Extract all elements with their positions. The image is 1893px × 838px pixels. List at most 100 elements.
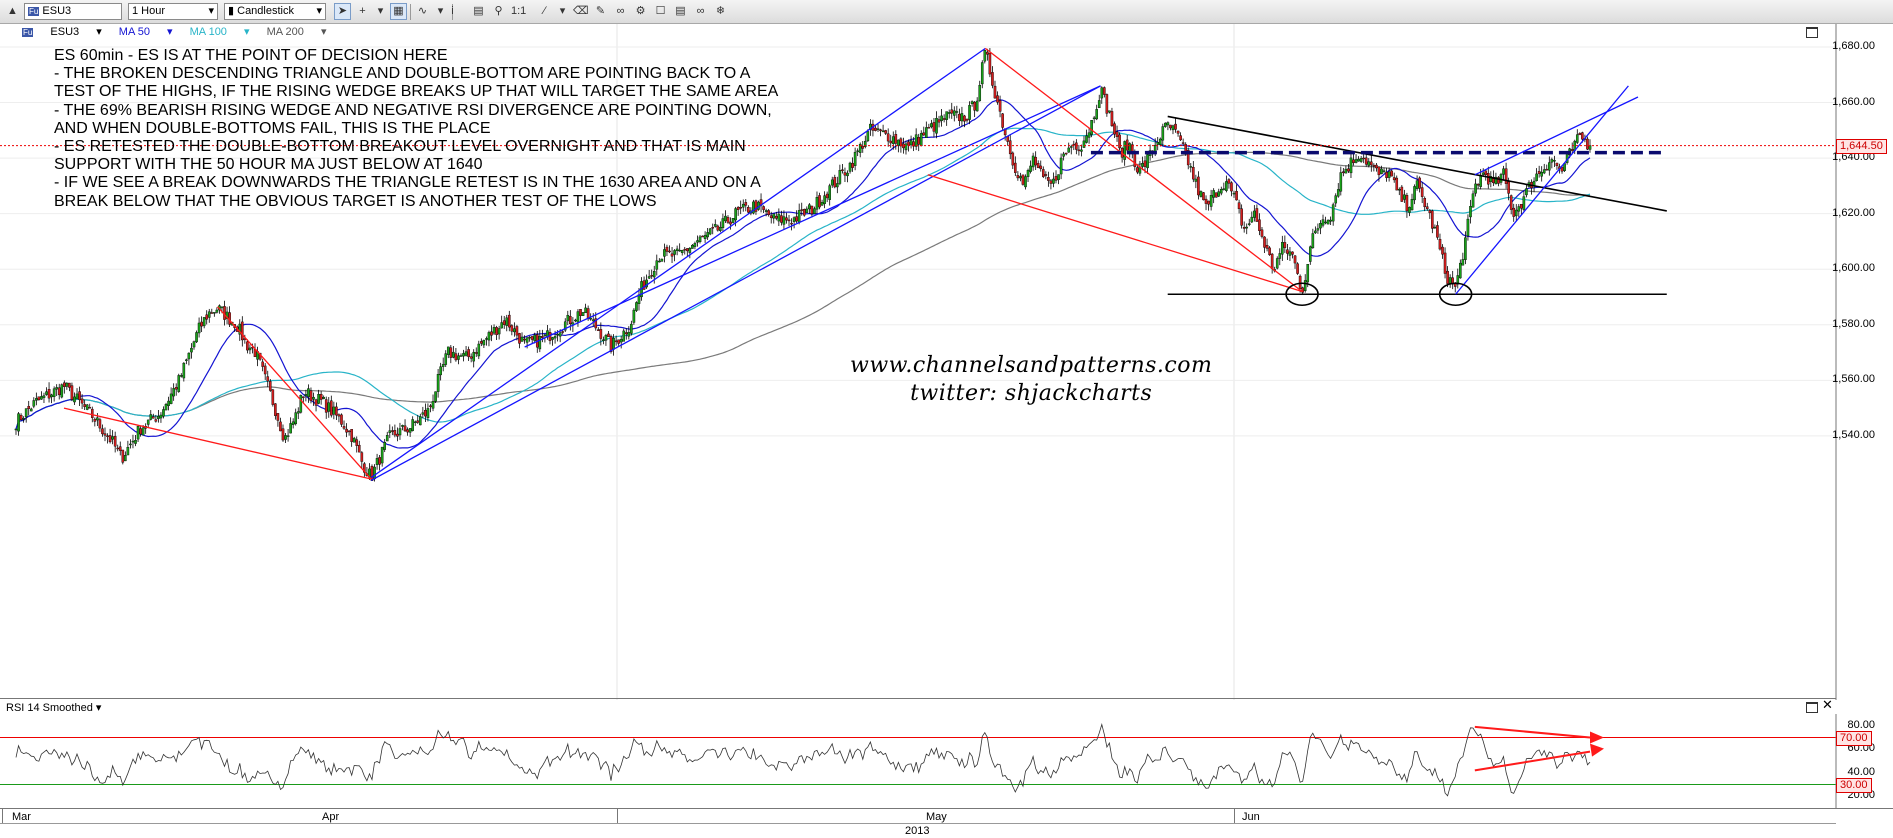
- glasses-icon[interactable]: ∞: [696, 5, 705, 17]
- candle-down: [861, 145, 865, 149]
- orders-icon[interactable]: ☐: [655, 5, 666, 17]
- candle-down: [103, 433, 107, 436]
- annotation-line: ES 60min - ES IS AT THE POINT OF DECISIO…: [54, 47, 448, 64]
- candle-down: [665, 246, 669, 252]
- line-tool-icon[interactable]: ∕: [543, 5, 546, 17]
- chart-properties-icon[interactable]: ▤: [675, 5, 686, 17]
- candle-up: [126, 447, 130, 456]
- candle-down: [1283, 242, 1287, 248]
- candle-up: [970, 101, 974, 104]
- rsi-panel-header[interactable]: RSI 14 Smoothed ▾: [6, 701, 101, 715]
- candle-down: [686, 248, 689, 252]
- data-box-icon[interactable]: ▤: [473, 5, 484, 17]
- candle-down: [347, 430, 351, 433]
- alert-icon[interactable]: ❄: [715, 5, 726, 17]
- chevron-down-icon: ▾: [316, 5, 322, 17]
- grid-icon[interactable]: ▦: [390, 3, 407, 20]
- candle-up: [813, 208, 816, 214]
- candle-up: [930, 123, 933, 128]
- indicator-icon[interactable]: ∿: [417, 5, 428, 17]
- candle-up: [955, 111, 959, 113]
- candle-up: [22, 418, 25, 420]
- candle-down: [1291, 251, 1294, 255]
- candle-up: [1314, 230, 1317, 234]
- arrowhead-icon: [1590, 743, 1604, 757]
- candle-up: [238, 323, 242, 335]
- link-icon[interactable]: ∞: [616, 5, 625, 17]
- ma-200-line: [15, 151, 1590, 430]
- candle-up: [589, 318, 592, 320]
- candle-down: [1113, 123, 1116, 135]
- candle-up: [190, 347, 193, 353]
- candle-up: [1359, 158, 1363, 162]
- descending-channel-line: [63, 407, 372, 480]
- chevron-down-icon[interactable]: ▾: [377, 5, 384, 17]
- candle-up: [17, 413, 20, 432]
- candle-down: [370, 465, 374, 481]
- candle-up: [307, 388, 310, 397]
- candle-up: [846, 172, 849, 177]
- close-icon[interactable]: ✕: [1822, 697, 1833, 712]
- candle-up: [1499, 174, 1503, 183]
- candle-up: [1245, 226, 1249, 229]
- candle-down: [1197, 176, 1200, 196]
- candle-up: [574, 319, 577, 322]
- one-to-one-icon[interactable]: 1:1: [511, 5, 527, 17]
- chevron-down-icon[interactable]: ▾: [437, 5, 444, 17]
- candle-up: [897, 139, 900, 146]
- candle-down: [701, 235, 704, 238]
- candle-up: [398, 428, 402, 436]
- candle-down: [63, 382, 66, 387]
- candle-up: [1357, 158, 1360, 162]
- legend-ma200[interactable]: MA 200 ▾: [266, 26, 327, 38]
- time-tick-label: Mar: [12, 811, 31, 823]
- candle-down: [787, 219, 791, 222]
- candle-down: [70, 385, 74, 400]
- candle-up: [1548, 162, 1551, 171]
- candle-down: [393, 430, 397, 436]
- interval-select[interactable]: 1 Hour ▾: [128, 3, 218, 20]
- candle-up: [457, 355, 460, 360]
- rsi-tick-label: 40.00: [1847, 765, 1875, 778]
- candle-down: [1237, 202, 1241, 210]
- candle-up: [294, 412, 298, 425]
- chevron-down-icon[interactable]: ▾: [559, 5, 566, 17]
- info-icon[interactable]: i: [451, 5, 454, 17]
- legend-ma100[interactable]: MA 100 ▾: [189, 26, 250, 38]
- maximize-icon[interactable]: [1806, 27, 1818, 38]
- candle-down: [1286, 249, 1289, 254]
- candle-down: [922, 132, 926, 136]
- time-separator: [1234, 809, 1235, 823]
- legend-ma50[interactable]: MA 50 ▾: [118, 26, 173, 38]
- candle-up: [401, 425, 404, 427]
- cursor-icon[interactable]: ➤: [334, 3, 351, 20]
- symbol-input[interactable]: Fu ESU3: [24, 3, 122, 20]
- eraser-icon[interactable]: ⌫: [573, 5, 589, 17]
- candle-up: [655, 260, 659, 270]
- candle-up: [1146, 154, 1149, 169]
- chart-style-select[interactable]: ▮ Candlestick ▾: [224, 3, 326, 20]
- candle-down: [90, 408, 94, 418]
- zoom-icon[interactable]: ⚲: [494, 5, 503, 17]
- candle-down: [775, 215, 778, 219]
- candle-up: [182, 362, 186, 379]
- candle-up: [1026, 170, 1030, 177]
- candle-up: [55, 387, 58, 390]
- candle-down: [78, 391, 81, 401]
- candle-down: [569, 316, 572, 325]
- candle-up: [1575, 134, 1579, 143]
- pencil-icon[interactable]: ✎: [595, 5, 606, 17]
- rsi-maximize-icon[interactable]: [1806, 702, 1818, 713]
- candle-down: [279, 421, 282, 432]
- candle-up: [678, 249, 681, 252]
- candle-down: [113, 435, 117, 447]
- candle-down: [469, 356, 473, 359]
- candle-up: [96, 417, 99, 421]
- crosshair-icon[interactable]: +: [359, 5, 366, 17]
- legend-symbol[interactable]: Fu ESU3 ▾: [22, 26, 102, 38]
- candle-down: [993, 85, 997, 99]
- window-menu-icon[interactable]: ▲: [7, 5, 18, 17]
- candle-up: [32, 400, 36, 407]
- double-bottom-circle: [1285, 282, 1319, 307]
- strategy-icon[interactable]: ⚙: [635, 5, 646, 17]
